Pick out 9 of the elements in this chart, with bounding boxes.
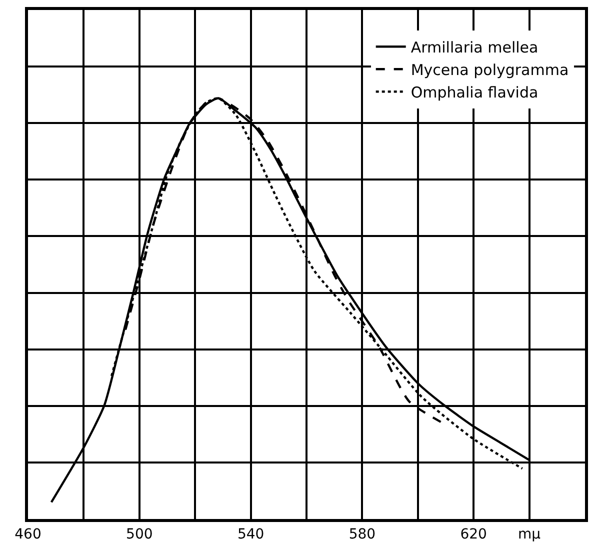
- x-tick-label: 540: [237, 526, 264, 543]
- x-tick-label: 460: [14, 526, 42, 543]
- x-tick-label: 580: [348, 526, 376, 543]
- legend-label: Omphalia flavida: [410, 83, 538, 102]
- legend-label: Mycena polygramma: [410, 60, 569, 79]
- x-tick-label: mμ: [518, 526, 541, 543]
- legend-label: Armillaria mellea: [410, 38, 538, 56]
- x-tick-label: 500: [126, 526, 153, 543]
- x-tick-label: 620: [460, 526, 487, 543]
